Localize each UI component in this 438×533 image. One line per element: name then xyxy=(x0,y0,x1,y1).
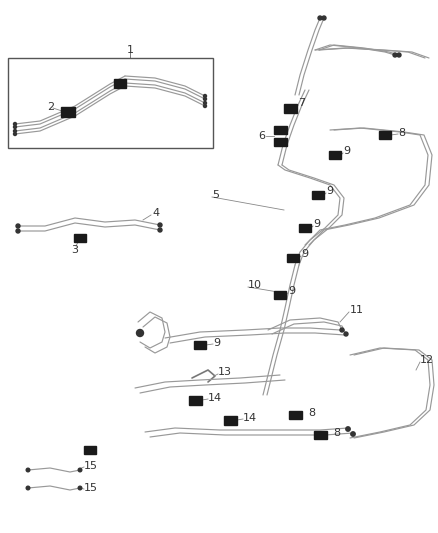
Bar xyxy=(287,254,299,262)
Text: 14: 14 xyxy=(208,393,222,403)
Text: 8: 8 xyxy=(308,408,315,418)
Circle shape xyxy=(26,486,30,490)
Circle shape xyxy=(14,125,17,128)
Text: 9: 9 xyxy=(288,286,295,296)
Text: 3: 3 xyxy=(71,245,78,255)
Circle shape xyxy=(322,16,326,20)
Bar xyxy=(61,107,75,117)
Circle shape xyxy=(78,486,82,490)
Text: 9: 9 xyxy=(343,146,350,156)
Text: 6: 6 xyxy=(258,131,265,141)
Bar xyxy=(84,446,96,454)
Text: 15: 15 xyxy=(84,483,98,493)
Bar xyxy=(188,395,201,405)
Bar xyxy=(273,138,286,146)
Bar xyxy=(273,126,286,134)
Text: 7: 7 xyxy=(298,98,305,108)
Circle shape xyxy=(16,229,20,233)
Text: 4: 4 xyxy=(152,208,159,218)
Bar xyxy=(299,224,311,232)
Bar xyxy=(312,191,324,199)
Text: 2: 2 xyxy=(47,102,54,112)
Circle shape xyxy=(78,468,82,472)
Bar xyxy=(283,103,297,112)
Circle shape xyxy=(158,223,162,227)
Bar xyxy=(274,291,286,299)
Bar xyxy=(223,416,237,424)
Text: 5: 5 xyxy=(212,190,219,200)
Circle shape xyxy=(158,228,162,232)
Circle shape xyxy=(393,53,397,57)
Text: 10: 10 xyxy=(248,280,262,290)
Bar xyxy=(114,78,126,87)
Circle shape xyxy=(351,432,355,436)
Circle shape xyxy=(344,332,348,336)
Circle shape xyxy=(397,53,401,57)
Circle shape xyxy=(14,133,17,135)
Bar xyxy=(329,151,341,159)
Text: 9: 9 xyxy=(301,249,308,259)
Text: 8: 8 xyxy=(398,128,405,138)
Bar xyxy=(8,58,213,148)
Text: 9: 9 xyxy=(326,186,333,196)
Bar xyxy=(74,234,86,242)
Text: 8: 8 xyxy=(333,428,340,438)
Circle shape xyxy=(26,468,30,472)
Bar xyxy=(194,341,206,349)
Text: 11: 11 xyxy=(350,305,364,315)
Text: 9: 9 xyxy=(313,219,320,229)
Text: 13: 13 xyxy=(218,367,232,377)
Circle shape xyxy=(204,98,206,101)
Text: 9: 9 xyxy=(213,338,220,348)
Bar xyxy=(289,411,301,419)
Text: 15: 15 xyxy=(84,461,98,471)
Circle shape xyxy=(318,16,322,20)
Text: 14: 14 xyxy=(243,413,257,423)
Text: 1: 1 xyxy=(127,45,134,55)
Bar xyxy=(379,131,391,139)
Circle shape xyxy=(340,328,344,332)
Circle shape xyxy=(137,329,144,336)
Circle shape xyxy=(16,224,20,228)
Circle shape xyxy=(346,427,350,431)
Circle shape xyxy=(14,130,17,133)
Circle shape xyxy=(14,123,17,125)
Text: 12: 12 xyxy=(420,355,434,365)
Bar xyxy=(314,431,326,439)
Circle shape xyxy=(204,94,206,98)
Circle shape xyxy=(204,104,206,108)
Circle shape xyxy=(204,101,206,104)
